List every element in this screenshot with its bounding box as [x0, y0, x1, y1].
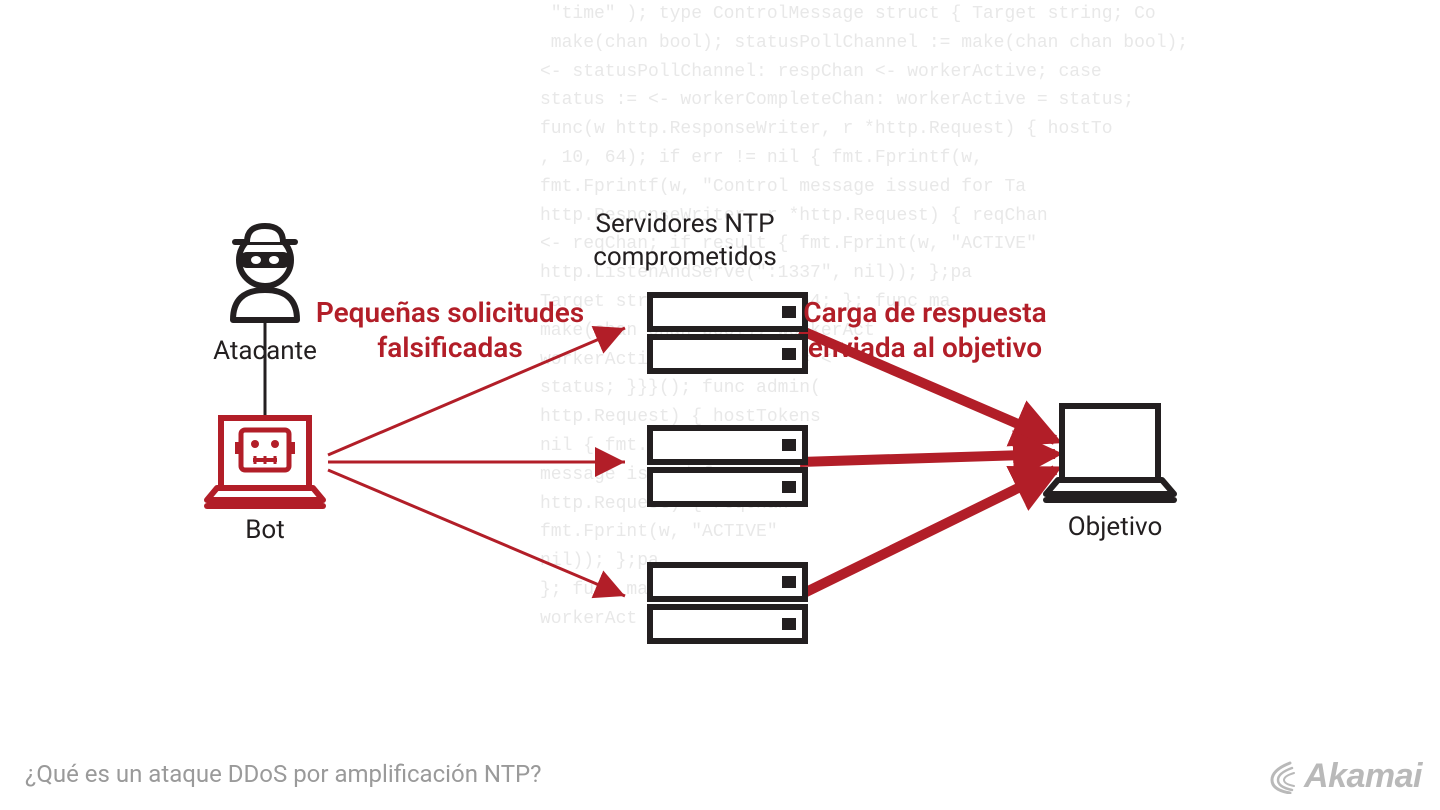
servers-title-line1: Servidores NTP: [596, 209, 775, 239]
servers-title: Servidores NTP comprometidos: [560, 208, 810, 273]
thin-arrows: [328, 328, 625, 596]
bot-label: Bot: [225, 515, 305, 545]
left-edge-label-line2: falsificadas: [377, 331, 523, 364]
brand-text: Akamai: [1304, 757, 1422, 796]
bot-icon: [207, 418, 323, 506]
brand-wave-icon: [1268, 760, 1300, 794]
target-label: Objetivo: [1055, 512, 1175, 542]
right-edge-label: Carga de respuesta enviada al objetivo: [780, 295, 1070, 365]
brand-logo: Akamai: [1268, 757, 1422, 796]
server-group-3: [650, 565, 805, 641]
figure-caption: ¿Qué es un ataque DDoS por amplificación…: [25, 760, 542, 788]
server-group-2: [650, 428, 805, 504]
right-edge-label-line2: enviada al objetivo: [808, 331, 1042, 364]
thick-arrows: [800, 330, 1055, 595]
attacker-icon: [233, 226, 297, 320]
diagram-canvas: [0, 0, 1440, 810]
target-icon: [1046, 406, 1174, 500]
right-edge-label-line1: Carga de respuesta: [803, 296, 1046, 329]
left-edge-label: Pequeñas solicitudes falsificadas: [300, 295, 600, 365]
left-edge-label-line1: Pequeñas solicitudes: [316, 296, 584, 329]
servers-title-line2: comprometidos: [593, 242, 777, 272]
